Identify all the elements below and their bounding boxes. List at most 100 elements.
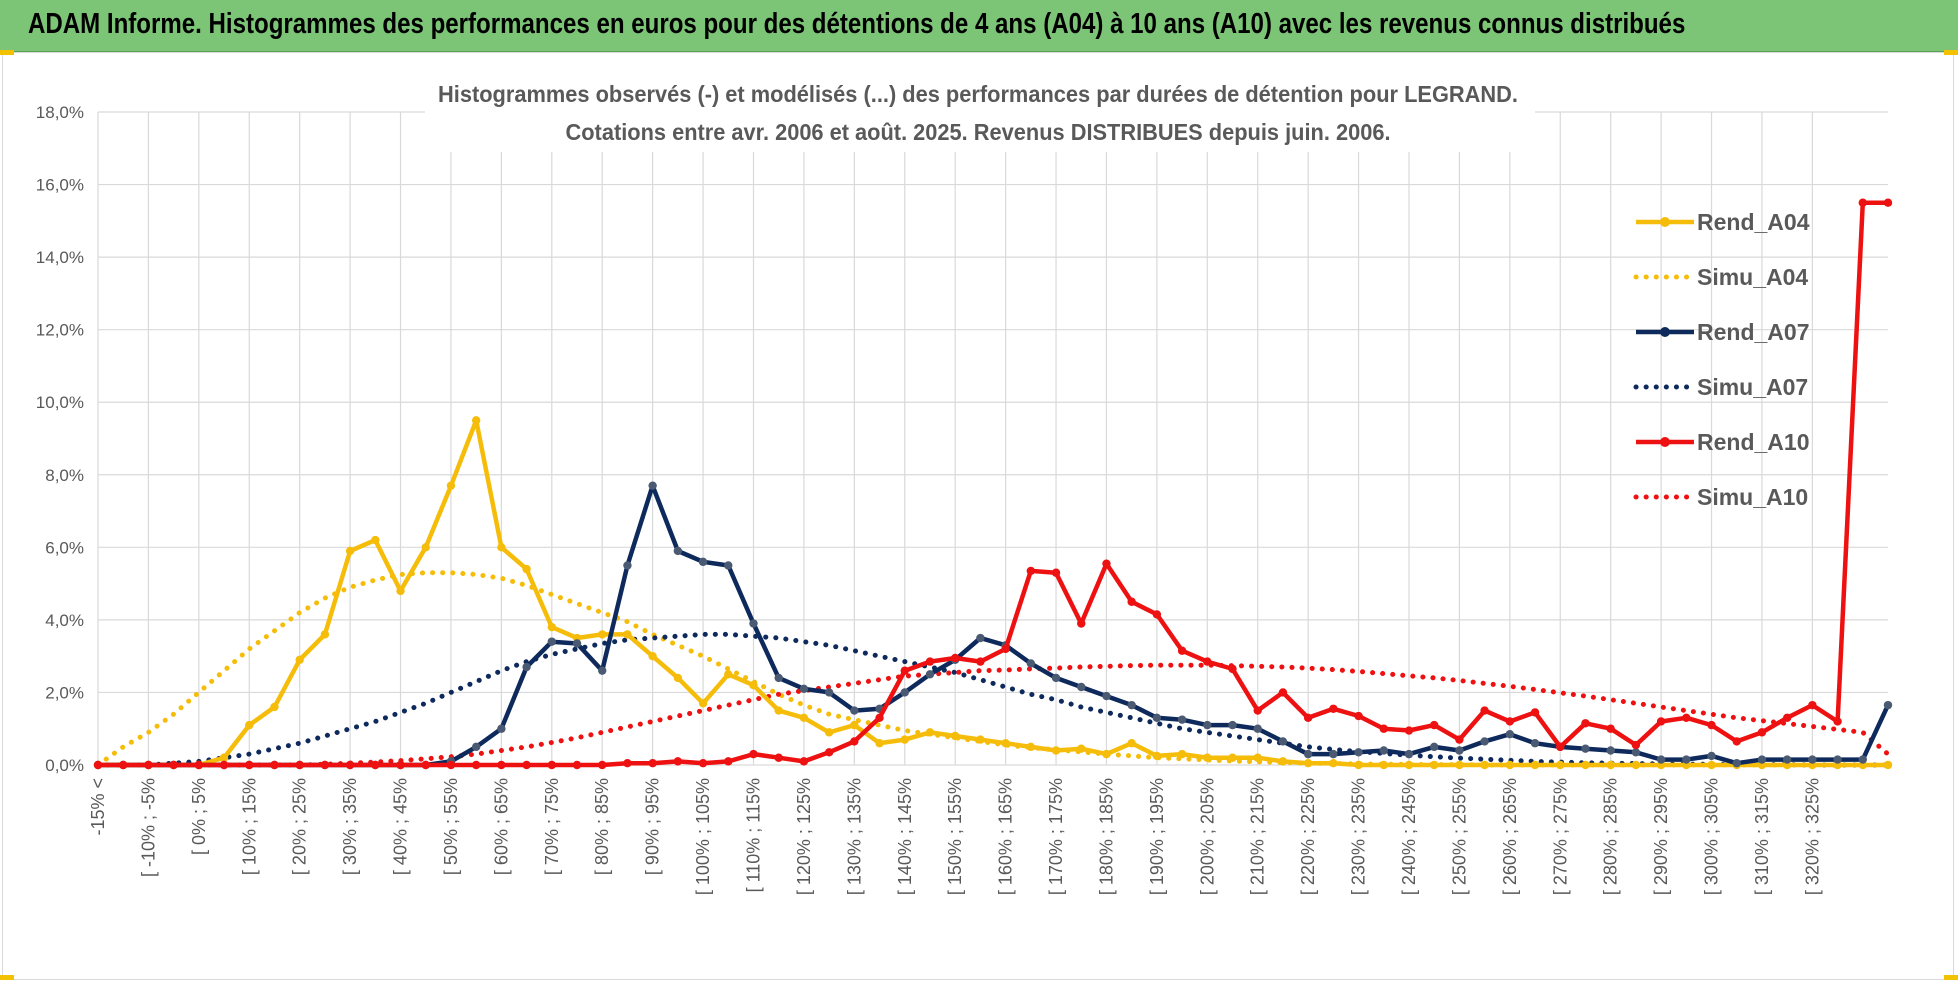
y-tick-label: 4,0% [45, 611, 84, 630]
data-point [774, 673, 783, 683]
data-point [1329, 749, 1338, 759]
data-point [1354, 748, 1363, 757]
data-point [1530, 760, 1540, 770]
x-tick-label: [ 70% ; 75% [542, 778, 562, 875]
data-point [950, 731, 960, 741]
data-point [1404, 749, 1414, 759]
corner-marker [0, 50, 14, 55]
data-point [1455, 760, 1464, 770]
chart-frame [2, 52, 1954, 980]
data-point [345, 546, 355, 556]
legend-item: Simu_A07 [1633, 374, 1808, 400]
data-point [1883, 700, 1893, 710]
data-point [446, 760, 456, 770]
data-point [1858, 198, 1867, 207]
x-tick-label: [ 280% ; 285% [1601, 778, 1621, 895]
data-point [1278, 757, 1288, 766]
data-point [1152, 610, 1162, 619]
corner-marker [0, 975, 14, 980]
data-point [724, 670, 733, 679]
data-point [1581, 744, 1590, 753]
data-point [1127, 597, 1136, 606]
x-tick-label: [ 240% ; 245% [1399, 778, 1419, 895]
data-point [1556, 742, 1565, 752]
data-point [1429, 742, 1439, 752]
data-point [1051, 746, 1061, 755]
data-point [421, 760, 430, 770]
x-tick-label: [ 150% ; 155% [945, 778, 965, 895]
data-point [749, 680, 758, 690]
data-point [522, 760, 531, 770]
y-tick-label: 16,0% [36, 176, 84, 195]
data-point [1505, 729, 1515, 739]
data-point [1329, 704, 1338, 713]
data-point [698, 758, 708, 768]
legend-label: Simu_A07 [1697, 374, 1808, 400]
data-point [673, 546, 683, 556]
data-point [1026, 659, 1036, 668]
x-tick-label: [ 90% ; 95% [643, 778, 663, 875]
data-point [1707, 720, 1716, 730]
data-point [598, 760, 607, 770]
x-tick-label: [ 50% ; 55% [441, 778, 461, 875]
data-point [1228, 720, 1237, 730]
chart-title-line1: Histogrammes observés (-) et modélisés (… [438, 81, 1518, 107]
data-point [824, 748, 834, 757]
data-point [900, 735, 909, 744]
x-tick-label: [ 220% ; 225% [1298, 778, 1318, 895]
data-point [1253, 753, 1262, 762]
x-tick-label: [ 30% ; 35% [340, 778, 360, 875]
data-point [1379, 760, 1388, 770]
data-point [850, 737, 859, 746]
data-point [471, 760, 481, 770]
data-point [1883, 198, 1893, 207]
series-Rend_A10 [93, 198, 1893, 770]
data-point [1026, 742, 1036, 752]
data-point [371, 760, 380, 770]
y-tick-label: 6,0% [45, 538, 84, 557]
legend-label: Rend_A07 [1697, 319, 1809, 345]
x-tick-label: [ 0% ; 5% [189, 778, 209, 855]
data-point [1051, 568, 1061, 577]
legend-label: Simu_A10 [1697, 484, 1808, 510]
data-point [446, 481, 456, 490]
legend-label: Simu_A04 [1697, 264, 1808, 290]
data-point [1682, 755, 1691, 764]
x-tick-label: [ 140% ; 145% [895, 778, 915, 895]
data-point [1858, 755, 1867, 764]
data-point [824, 728, 834, 737]
data-point [1077, 744, 1086, 753]
y-tick-label: 12,0% [36, 321, 84, 340]
data-point [1102, 691, 1111, 701]
data-point [648, 651, 657, 661]
data-point [295, 655, 304, 664]
data-point [1379, 724, 1388, 733]
data-point [598, 666, 607, 675]
data-point [1102, 559, 1111, 568]
data-point [320, 760, 330, 770]
data-point [497, 724, 506, 733]
data-point [925, 670, 935, 679]
y-tick-label: 0,0% [45, 756, 84, 775]
data-point [1833, 755, 1842, 764]
x-tick-label: [ 210% ; 215% [1248, 778, 1268, 895]
legend: Rend_A04 Simu_A04 Rend_A07 Simu_A07 Rend_A10… [1633, 209, 1810, 510]
data-point [799, 757, 809, 766]
chart-title-background [425, 78, 1535, 152]
x-tick-label: [ 270% ; 275% [1550, 778, 1570, 895]
y-axis-ticks: 0,0% 2,0% 4,0% 6,0% 8,0% 10,0% 12,0% 14,0% 16,0%… [36, 103, 84, 775]
data-point [1354, 711, 1363, 721]
data-point [1127, 739, 1136, 748]
data-point [1656, 755, 1666, 764]
series-line [98, 200, 1888, 768]
data-point [547, 637, 557, 646]
data-point [219, 760, 229, 770]
legend-label: Rend_A04 [1697, 209, 1810, 235]
data-point [1253, 706, 1262, 715]
data-point [1883, 760, 1893, 770]
data-point [875, 713, 884, 723]
data-point [547, 622, 557, 632]
data-point [1505, 717, 1515, 726]
data-point [673, 673, 683, 683]
data-point [749, 749, 758, 759]
